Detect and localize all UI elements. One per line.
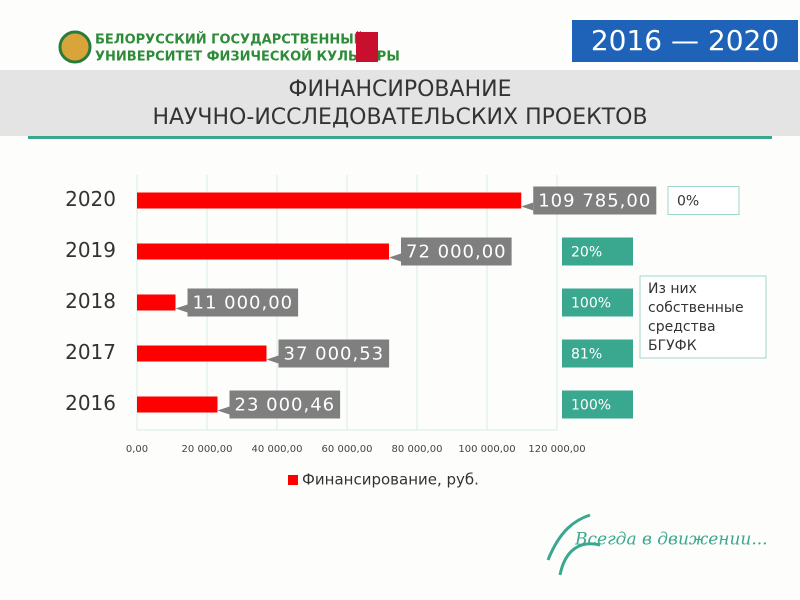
years-box bbox=[572, 20, 798, 62]
logo bbox=[58, 30, 92, 64]
x-tick-label: 100 000,00 bbox=[458, 444, 515, 455]
share-label: 0% bbox=[677, 194, 699, 210]
chart-title: НАУЧНО-ИССЛЕДОВАТЕЛЬСКИХ ПРОЕКТОВ bbox=[152, 105, 647, 130]
value-label-pointer bbox=[521, 202, 534, 211]
value-label-box bbox=[278, 339, 390, 368]
value-label-box bbox=[533, 186, 657, 215]
share-note: собственные bbox=[648, 300, 744, 316]
value-label: 23 000,46 bbox=[235, 395, 336, 416]
title-band bbox=[0, 70, 800, 136]
bar bbox=[137, 192, 522, 209]
chart-title: ФИНАНСИРОВАНИЕ bbox=[289, 77, 512, 102]
value-label-pointer bbox=[389, 253, 401, 262]
value-label: 37 000,53 bbox=[284, 344, 385, 365]
bar bbox=[137, 345, 267, 362]
emblem bbox=[356, 32, 378, 62]
share-box bbox=[562, 288, 633, 317]
share-label: 100% bbox=[571, 296, 611, 312]
share-note: Из них bbox=[648, 281, 697, 297]
share-label: 20% bbox=[571, 245, 602, 261]
value-label: 11 000,00 bbox=[193, 293, 294, 314]
legend-label: Финансирование, руб. bbox=[302, 471, 479, 489]
value-label: 72 000,00 bbox=[406, 242, 507, 263]
university-name: БЕЛОРУССКИЙ ГОСУДАРСТВЕННЫЙ bbox=[95, 32, 365, 48]
value-label-box bbox=[401, 237, 512, 266]
share-box bbox=[667, 186, 740, 215]
share-label: 81% bbox=[571, 347, 602, 363]
y-tick-label: 2019 bbox=[65, 238, 116, 262]
y-tick-label: 2018 bbox=[65, 289, 116, 313]
x-tick-label: 120 000,00 bbox=[528, 444, 585, 455]
share-box bbox=[562, 390, 633, 419]
bar bbox=[137, 396, 218, 413]
legend-swatch bbox=[288, 475, 298, 485]
value-label-box bbox=[187, 288, 299, 317]
share-note: средства bbox=[648, 319, 716, 335]
title-rule bbox=[28, 136, 772, 139]
value-label: 109 785,00 bbox=[538, 191, 651, 212]
y-tick-label: 2017 bbox=[65, 340, 116, 364]
bar bbox=[137, 243, 389, 260]
slogan: Всегда в движении... bbox=[574, 530, 768, 550]
university-name: УНИВЕРСИТЕТ ФИЗИЧЕСКОЙ КУЛЬТУРЫ bbox=[95, 49, 400, 65]
value-label-pointer bbox=[217, 406, 230, 415]
value-label-box bbox=[229, 390, 341, 419]
x-tick-label: 0,00 bbox=[126, 444, 148, 455]
x-tick-label: 20 000,00 bbox=[182, 444, 233, 455]
share-box bbox=[562, 339, 633, 368]
slogan-figure bbox=[546, 513, 601, 576]
years: 2016 — 2020 bbox=[591, 24, 779, 57]
x-tick-label: 80 000,00 bbox=[392, 444, 443, 455]
share-label: 100% bbox=[571, 398, 611, 414]
share-box bbox=[562, 237, 633, 266]
x-tick-label: 40 000,00 bbox=[252, 444, 303, 455]
value-label-pointer bbox=[175, 304, 188, 313]
value-label-pointer bbox=[266, 355, 279, 364]
x-tick-label: 60 000,00 bbox=[322, 444, 373, 455]
y-tick-label: 2020 bbox=[65, 187, 116, 211]
bar bbox=[137, 294, 176, 311]
share-note: БГУФК bbox=[648, 338, 697, 354]
y-tick-label: 2016 bbox=[65, 391, 116, 415]
share-note-box bbox=[639, 275, 767, 359]
